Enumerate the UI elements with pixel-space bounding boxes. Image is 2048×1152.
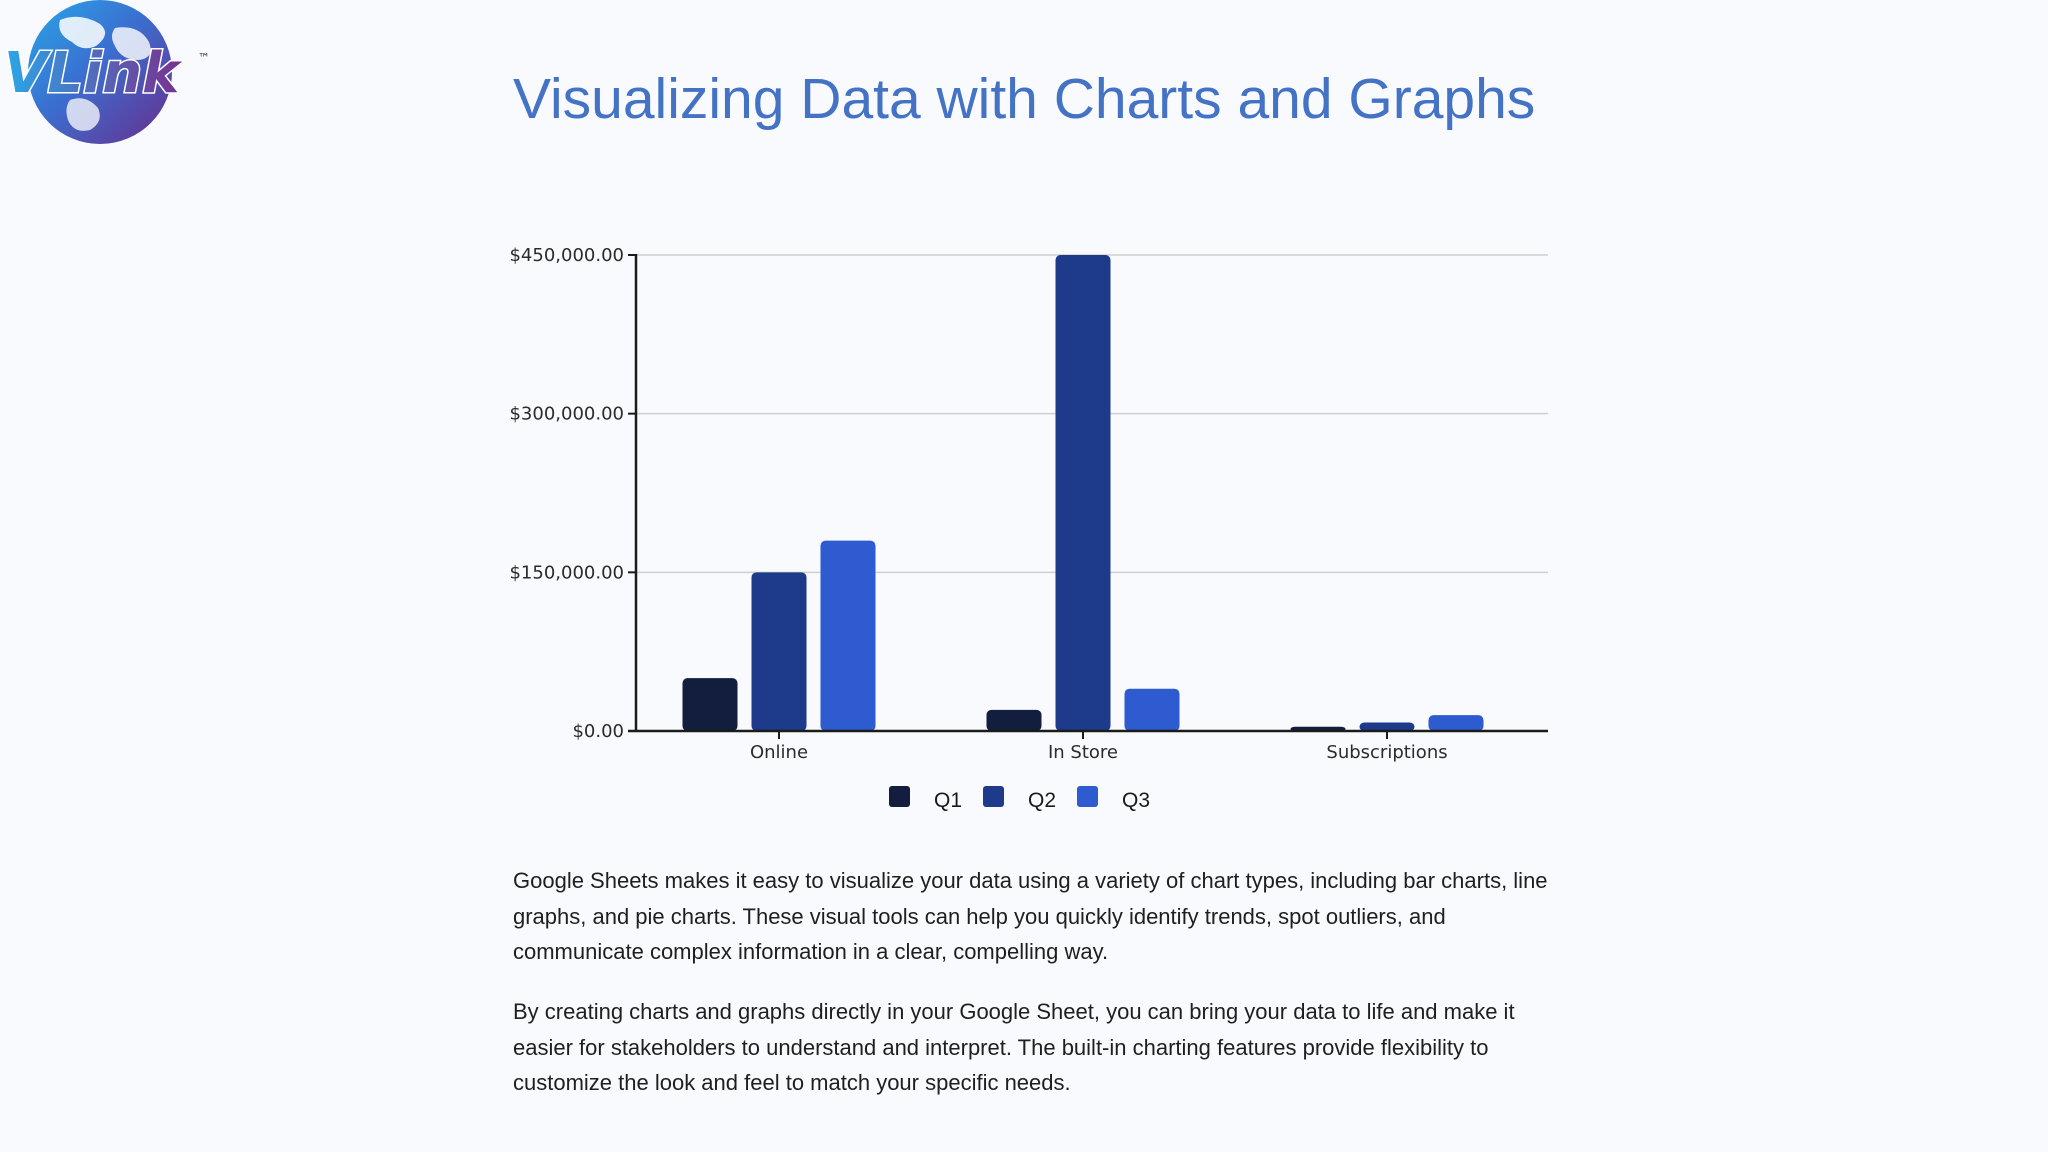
bar-subscriptions-q2 <box>1359 722 1415 731</box>
x-tick-labels: Online In Store Subscriptions <box>750 731 1448 763</box>
legend-swatch-q1 <box>889 786 910 807</box>
x-tick-label: In Store <box>1048 742 1118 763</box>
y-tick-label: $450,000.00 <box>509 245 624 266</box>
legend-label-q3: Q3 <box>1122 789 1150 812</box>
vlink-logo: VLink ™ <box>3 0 210 144</box>
x-tick-label: Subscriptions <box>1326 742 1447 763</box>
bars <box>682 255 1484 731</box>
slide-title: Visualizing Data with Charts and Graphs <box>513 67 1536 131</box>
bar-online-q3 <box>820 540 876 731</box>
axes <box>628 254 1548 733</box>
bar-online-q1 <box>682 678 738 731</box>
y-tick-label: $0.00 <box>572 721 624 742</box>
bar-in-store-q1 <box>986 709 1042 731</box>
legend-label-q1: Q1 <box>934 789 962 812</box>
trademark-symbol: ™ <box>198 51 210 65</box>
bar-online-q2 <box>751 572 807 731</box>
legend: Q1 Q2 Q3 <box>889 786 1150 812</box>
legend-label-q2: Q2 <box>1028 789 1056 812</box>
x-tick-label: Online <box>750 742 808 763</box>
body-paragraph-1: Google Sheets makes it easy to visualize… <box>513 868 1548 964</box>
legend-swatch-q2 <box>983 786 1004 807</box>
logo-text: VLink <box>4 41 183 106</box>
y-tick-label: $300,000.00 <box>509 404 624 425</box>
bar-in-store-q2 <box>1055 255 1111 731</box>
y-tick-label: $150,000.00 <box>509 562 624 583</box>
bar-in-store-q3 <box>1124 688 1180 731</box>
bar-chart: $0.00 $150,000.00 $300,000.00 $450,000.00 O… <box>509 245 1548 812</box>
legend-swatch-q3 <box>1077 786 1098 807</box>
bar-subscriptions-q3 <box>1428 715 1484 731</box>
y-tick-labels: $0.00 $150,000.00 $300,000.00 $450,000.00 <box>509 245 636 742</box>
body-paragraph-2: By creating charts and graphs directly i… <box>513 999 1515 1095</box>
